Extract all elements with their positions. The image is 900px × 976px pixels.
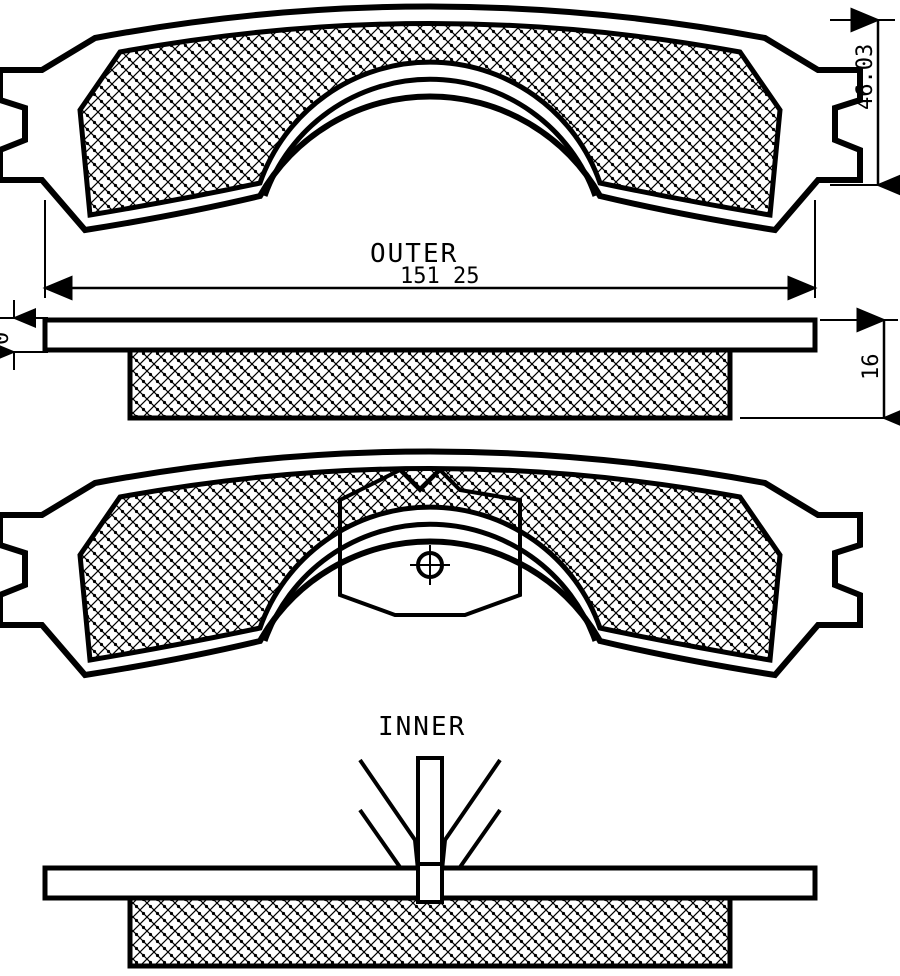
inner-label: INNER <box>378 712 466 742</box>
svg-text:46.03: 46.03 <box>853 44 878 110</box>
svg-text:16: 16 <box>859 354 884 381</box>
dim-thickness-left: 0 <box>0 300 48 370</box>
inner-pin <box>360 758 500 870</box>
outer-pad-side <box>45 320 815 418</box>
inner-pad-face <box>0 452 860 676</box>
outer-pad-face <box>0 7 860 231</box>
svg-text:151 25: 151 25 <box>400 264 479 289</box>
svg-text:0: 0 <box>0 332 14 345</box>
technical-drawing: OUTER 151 25 46.03 0 16 <box>0 0 900 976</box>
inner-pad-side <box>45 864 815 966</box>
